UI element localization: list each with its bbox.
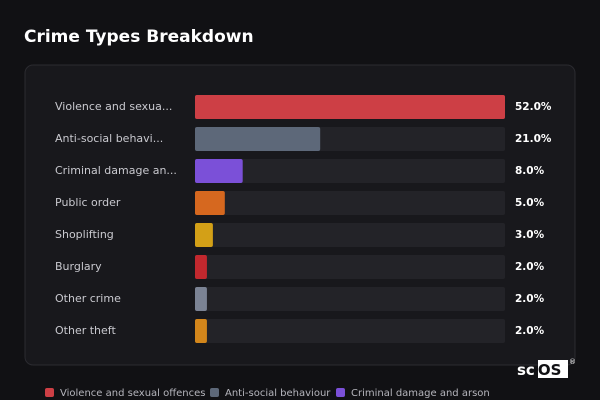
bar-track bbox=[195, 319, 505, 343]
value-label: 3.0% bbox=[515, 229, 545, 241]
legend-swatch bbox=[210, 388, 219, 397]
value-label: 2.0% bbox=[515, 293, 545, 305]
category-label: Violence and sexua... bbox=[55, 100, 172, 113]
bar bbox=[195, 159, 243, 183]
logo-box bbox=[538, 360, 568, 378]
bar bbox=[195, 191, 225, 215]
value-label: 2.0% bbox=[515, 261, 545, 273]
logo-text: sc OS bbox=[517, 361, 561, 379]
logo-mark: ® bbox=[569, 358, 576, 366]
bar-track bbox=[195, 287, 505, 311]
bar-track bbox=[195, 191, 505, 215]
category-label: Criminal damage an... bbox=[55, 164, 177, 177]
bar-track bbox=[195, 159, 505, 183]
category-label: Burglary bbox=[55, 260, 102, 273]
bar-rows: Violence and sexua... 52.0% Anti-social be… bbox=[55, 95, 552, 343]
category-label: Shoplifting bbox=[55, 228, 114, 241]
value-label: 2.0% bbox=[515, 325, 545, 337]
value-label: 21.0% bbox=[515, 133, 552, 145]
legend: Violence and sexual offences Anti-social … bbox=[45, 388, 490, 399]
bar-track bbox=[195, 223, 505, 247]
bar bbox=[195, 95, 505, 119]
bar bbox=[195, 127, 321, 151]
legend-swatch bbox=[45, 388, 54, 397]
value-label: 52.0% bbox=[515, 101, 552, 113]
category-label: Other crime bbox=[55, 292, 121, 305]
bar-track bbox=[195, 255, 505, 279]
legend-label: Violence and sexual offences bbox=[60, 388, 206, 399]
legend-label: Criminal damage and arson bbox=[351, 388, 490, 399]
bar bbox=[195, 287, 207, 311]
page-title: Crime Types Breakdown bbox=[24, 27, 254, 47]
legend-label: Anti-social behaviour bbox=[225, 388, 331, 399]
bar bbox=[195, 223, 213, 247]
legend-swatch bbox=[336, 388, 345, 397]
category-label: Other theft bbox=[55, 324, 116, 337]
bar bbox=[195, 255, 207, 279]
category-label: Anti-social behavi... bbox=[55, 132, 163, 145]
value-label: 5.0% bbox=[515, 197, 545, 209]
bar bbox=[195, 319, 207, 343]
category-label: Public order bbox=[55, 196, 121, 209]
value-label: 8.0% bbox=[515, 165, 545, 177]
